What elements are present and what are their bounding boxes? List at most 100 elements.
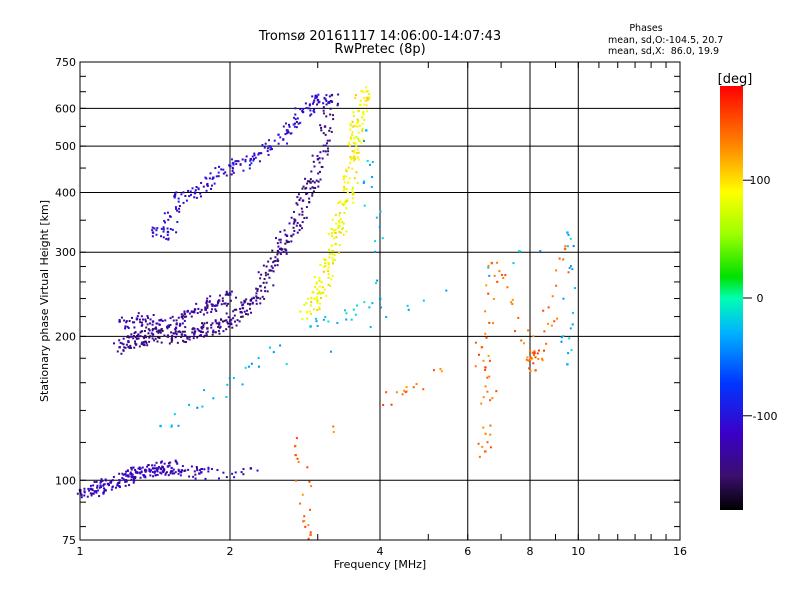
trace-dot [95,490,98,493]
trace-dot [147,316,150,319]
trace-dot [562,335,565,338]
trace-dot [193,332,196,335]
trace-dot [324,150,327,153]
trace-dot [154,474,157,477]
trace-dot [329,107,332,110]
trace-dot [278,248,281,251]
trace-dot [274,264,277,267]
trace-dot [269,148,272,151]
data-point [118,320,121,323]
trace-dot [529,349,532,352]
trace-dot [315,281,318,284]
trace-dot [296,457,299,460]
trace-dot [529,358,532,361]
trace-dot [333,231,336,234]
trace-dot [102,487,105,490]
trace-dot [170,337,173,340]
trace-dot [200,308,203,311]
trace-dot [477,442,480,445]
trace-dot [176,209,179,212]
trace-dot [310,113,313,116]
trace-dot [488,375,491,378]
trace-dot [569,237,572,240]
trace-dot [156,467,159,470]
trace-dot [99,481,102,484]
trace-dot [332,430,335,433]
trace-dot [140,342,143,345]
trace-dot [284,248,287,251]
trace-dot [112,475,115,478]
trace-dot [217,477,220,480]
trace-dot [349,136,352,139]
trace-dot [138,318,141,321]
trace-dot [186,337,189,340]
trace-dot [92,492,95,495]
trace-dot [365,104,368,107]
trace-dot [323,288,326,291]
trace-dot [358,139,361,142]
trace-dot [203,322,206,325]
trace-dot [153,327,156,330]
trace-dot [195,467,198,470]
trace-dot [325,294,328,297]
trace-dot [342,222,345,225]
trace-dot [566,245,569,248]
trace-dot [502,276,505,279]
trace-dot [212,329,215,332]
trace-dot [114,486,117,489]
trace-dot [144,334,147,337]
trace-dot [485,284,488,287]
data-point [180,469,184,472]
trace-dot [385,315,388,318]
y-tick-label: 200 [55,330,76,343]
trace-dot [171,472,174,475]
trace-dot [151,229,154,232]
trace-dot [191,311,194,314]
trace-dot [217,171,220,174]
trace-dot [198,469,201,472]
trace-dot [207,470,210,473]
trace-dot [144,340,147,343]
trace-dot [286,241,289,244]
trace-dot [166,325,169,328]
trace-dot [366,90,369,93]
trace-dot [318,302,321,305]
trace-dot [313,276,316,279]
trace-dot [249,159,252,162]
trace-dot [348,144,351,147]
trace-dot [217,325,220,328]
trace-dot [304,102,307,105]
trace-dot [303,519,306,522]
trace-dot [256,289,259,292]
trace-dot [405,386,408,389]
trace-dot [232,317,235,320]
trace-dot [313,165,316,168]
trace-dot [125,320,128,323]
trace-dot [432,369,435,372]
trace-dot [560,340,563,343]
trace-dot [165,237,168,240]
trace-dot [266,150,269,153]
data-point [151,467,155,470]
trace-dot [319,292,322,295]
trace-dot [542,309,545,312]
trace-dot [351,131,354,134]
trace-dot [301,493,304,496]
trace-dot [146,465,149,468]
trace-dot [216,469,219,472]
trace-dot [236,319,239,322]
trace-dot [345,188,348,191]
trace-dot [223,319,226,322]
data-point [193,308,197,311]
trace-dot [317,172,320,175]
trace-dot [120,316,123,319]
trace-dot [241,307,244,310]
trace-dot [153,464,156,467]
trace-dot [111,479,114,482]
trace-dot [330,350,333,353]
trace-dot [307,297,310,300]
data-point [301,110,305,114]
trace-dot [124,484,127,487]
trace-dot [129,344,132,347]
trace-dot [346,191,349,194]
